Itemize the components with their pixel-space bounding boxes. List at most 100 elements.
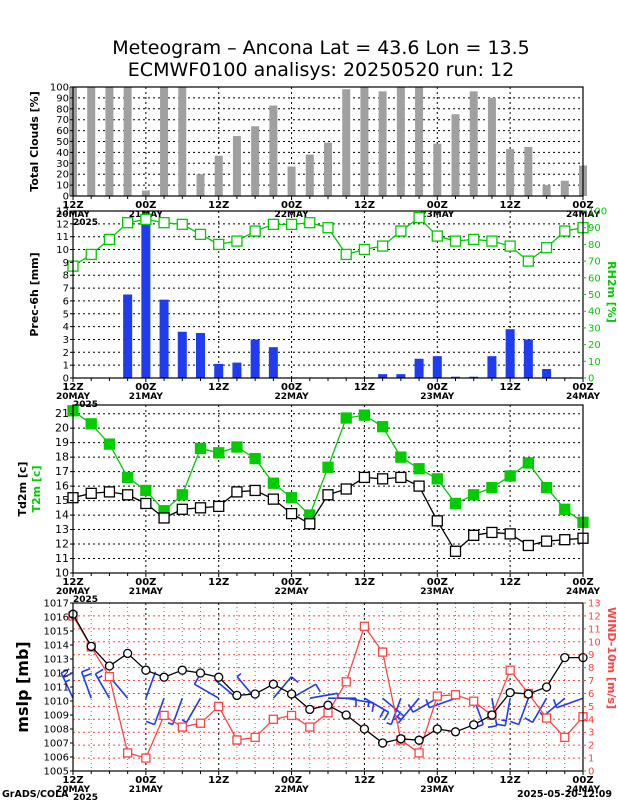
x-date-label: 22MAY [275, 587, 310, 597]
rh-marker [322, 222, 334, 234]
precip-bar [542, 369, 552, 378]
wind-barb-feather [193, 676, 200, 685]
precip-bar [159, 299, 169, 378]
rh-marker [213, 238, 225, 251]
wind-marker [250, 732, 260, 743]
y-tick-label: 80 [56, 104, 69, 115]
y-tick-label: 1015 [44, 627, 69, 638]
x-tick-label: 00Z [135, 200, 156, 211]
y-right-tick-label: 12 [588, 611, 601, 622]
rh-marker [559, 225, 571, 237]
y-axis-label: Total Clouds [%] [28, 91, 41, 191]
y-tick-label: 0 [63, 374, 69, 385]
t2m-marker [449, 497, 462, 510]
td2m-marker [103, 486, 116, 498]
x-tick-label: 12Z [354, 775, 375, 786]
y-axis-right-label: WIND-10m [m/s] [605, 607, 618, 709]
t2m-marker [249, 452, 261, 465]
mslp-marker [396, 734, 406, 744]
wind-barb-feather [167, 722, 173, 726]
y-tick-label: 11 [56, 232, 69, 243]
wind-barb-feather [501, 719, 507, 722]
y-right-tick-label: 6 [588, 689, 594, 700]
wind-barb [167, 697, 184, 726]
wind-barb-feather [181, 719, 187, 724]
t2m-marker [504, 470, 516, 482]
x-tick-label: 00Z [572, 577, 593, 588]
cloud-bar [433, 143, 442, 196]
y-tick-label: 5 [63, 309, 69, 320]
wind-marker [450, 690, 461, 700]
cloud-bar [232, 136, 241, 196]
y-tick-label: 1008 [44, 725, 69, 736]
cloud-bar [87, 87, 96, 196]
wind-barb [524, 697, 548, 724]
y-tick-label: 13 [56, 207, 69, 218]
mslp-panel: 1005100610071008100910101011101210131014… [13, 599, 618, 800]
wind-barb-feather [425, 699, 430, 709]
x-date-label: 21MAY [129, 785, 164, 795]
x-tick-label: 12Z [62, 382, 83, 393]
cloud-bar [269, 105, 278, 196]
y-tick-label: 6 [63, 296, 69, 307]
rh-marker [504, 240, 516, 252]
wind-marker [214, 701, 224, 712]
precip-bar [214, 363, 224, 378]
wind-barb-feather [487, 724, 497, 729]
x-date-label: 24MAY [566, 392, 601, 402]
wind-barb [510, 697, 530, 726]
x-date-label: 24MAY [566, 587, 601, 597]
td2m-marker [413, 480, 425, 492]
t2m-marker [213, 447, 225, 459]
wind-barb [552, 697, 584, 709]
temperature-panel: 10111213141516171819202112Z20MAY00Z21MAY… [16, 404, 601, 605]
mslp-marker [141, 665, 151, 675]
x-tick-label: 12Z [208, 200, 229, 211]
wind-marker [341, 677, 351, 687]
wind-barb-staff [309, 692, 338, 699]
x-tick-label: 00Z [281, 200, 302, 211]
t2m-marker [413, 463, 425, 475]
rh-marker [358, 243, 371, 256]
x-year-label: 2025 [73, 793, 98, 800]
mslp-marker [232, 690, 242, 701]
mslp-marker [159, 672, 169, 682]
wind-marker [159, 710, 169, 721]
wind-barb-feather [396, 715, 402, 721]
td2m-marker [213, 500, 225, 513]
wind-marker [469, 696, 479, 706]
x-tick-label: 00Z [427, 382, 448, 393]
wind-barb-feather [552, 699, 558, 709]
wind-marker [541, 713, 552, 723]
rh-marker [121, 217, 134, 229]
y-tick-label: 10 [56, 181, 69, 192]
t2m-marker [540, 481, 553, 494]
rh-marker [486, 235, 498, 247]
t2m-marker [431, 473, 443, 485]
y-tick-label: 18 [55, 451, 69, 464]
rh-marker [103, 233, 116, 246]
wind-barb-feather [83, 672, 93, 678]
wind-barb-staff [272, 676, 292, 699]
mslp-marker [560, 652, 570, 663]
x-tick-label: 00Z [135, 577, 156, 588]
precip-bar [523, 339, 533, 378]
wind-barb-feather [371, 702, 375, 713]
wind-barb [496, 698, 511, 727]
y-tick-label: 16 [55, 480, 69, 493]
y-right-tick-label: 11 [588, 624, 601, 635]
wind-barb [396, 697, 420, 721]
y-tick-label: 12 [55, 538, 69, 551]
y-tick-label: 1014 [44, 641, 69, 652]
wind-barb [145, 697, 165, 726]
mslp-marker [487, 710, 497, 720]
precip-bar [505, 329, 515, 378]
cloud-bar [251, 126, 260, 196]
y-tick-label: 1016 [44, 613, 69, 624]
precip-bar [432, 356, 442, 378]
cloud-bar [305, 154, 314, 196]
td2m-marker [249, 484, 261, 497]
y-tick-label: 10 [56, 245, 69, 256]
t2m-marker [121, 471, 134, 484]
wind-barb-feather [60, 668, 70, 674]
